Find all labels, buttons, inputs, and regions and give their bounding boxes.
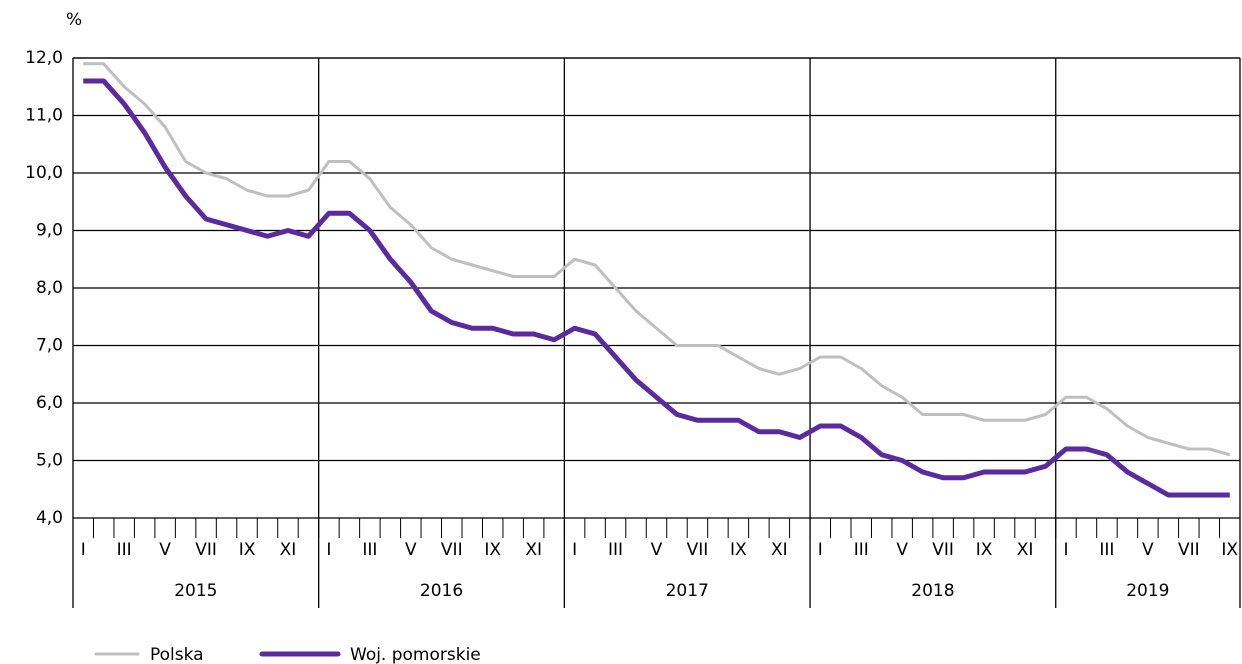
x-tick-label: V xyxy=(159,540,171,560)
x-tick-label: III xyxy=(362,540,377,560)
x-tick-label: IX xyxy=(239,540,256,560)
x-tick-label: III xyxy=(854,540,869,560)
series-line xyxy=(83,78,1230,498)
y-tick-label: 12,0 xyxy=(25,48,63,68)
x-tick-label: V xyxy=(651,540,663,560)
x-tick-label: III xyxy=(608,540,623,560)
y-axis-label: % xyxy=(66,10,82,30)
y-tick-label: 11,0 xyxy=(25,106,63,126)
x-tick-label: I xyxy=(1063,540,1068,560)
x-tick-label: VII xyxy=(1178,540,1200,560)
x-tick-label: XI xyxy=(280,540,297,560)
x-tick-label: I xyxy=(81,540,86,560)
x-tick-label: XI xyxy=(1017,540,1034,560)
x-tick-label: VII xyxy=(687,540,709,560)
x-tick-label: VII xyxy=(441,540,463,560)
x-tick-label: V xyxy=(405,540,417,560)
year-label: 2017 xyxy=(666,581,709,601)
y-tick-label: 6,0 xyxy=(36,393,63,413)
legend-label: Polska xyxy=(150,645,204,664)
x-tick-label: XI xyxy=(771,540,788,560)
legend-label: Woj. pomorskie xyxy=(350,645,481,664)
x-tick-label: VII xyxy=(932,540,954,560)
x-tick-label: IX xyxy=(484,540,501,560)
series-line xyxy=(83,62,1231,457)
x-tick-label: V xyxy=(1142,540,1154,560)
x-tick-label: I xyxy=(572,540,577,560)
y-tick-label: 9,0 xyxy=(36,221,63,241)
year-label: 2018 xyxy=(911,581,954,601)
y-tick-label: 4,0 xyxy=(36,508,63,528)
x-tick-label: IX xyxy=(1221,540,1238,560)
x-tick-label: I xyxy=(326,540,331,560)
x-tick-label: III xyxy=(117,540,132,560)
x-tick-label: IX xyxy=(976,540,993,560)
x-tick-label: V xyxy=(896,540,908,560)
x-tick-label: I xyxy=(818,540,823,560)
x-tick-label: VII xyxy=(195,540,217,560)
year-label: 2016 xyxy=(420,581,463,601)
year-label: 2019 xyxy=(1126,581,1169,601)
year-label: 2015 xyxy=(174,581,217,601)
y-tick-label: 10,0 xyxy=(25,163,63,183)
y-tick-label: 7,0 xyxy=(36,336,63,356)
y-tick-label: 5,0 xyxy=(36,451,63,471)
x-tick-label: III xyxy=(1099,540,1114,560)
y-tick-label: 8,0 xyxy=(36,278,63,298)
x-tick-label: IX xyxy=(730,540,747,560)
x-tick-label: XI xyxy=(525,540,542,560)
